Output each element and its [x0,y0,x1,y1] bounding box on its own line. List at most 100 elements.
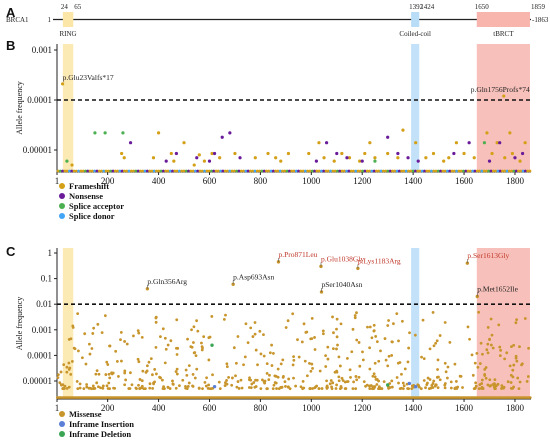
data-point-missense [310,316,314,320]
data-point-missense [136,357,140,361]
baseline-point [205,169,209,173]
data-point-missense [368,346,372,350]
data-point-missense [374,378,378,381]
baseline-point [391,169,394,173]
data-point-frameshift [503,156,507,160]
data-point-missense [236,380,240,383]
data-point-missense [87,386,91,390]
data-point-missense [489,384,492,388]
data-point-nonsense [335,151,339,156]
data-point-missense [448,340,452,344]
data-point-missense [281,358,285,362]
baseline-point [210,169,213,173]
data-point-missense [224,313,227,317]
baseline-point [118,169,122,173]
data-point-frameshift [462,151,466,156]
data-point-missense [71,324,75,328]
data-point-missense [80,356,84,360]
baseline-point [164,169,168,173]
data-point-missense [308,386,312,390]
x-tick-label: 1000 [302,403,321,413]
data-point-missense [525,380,529,383]
data-point-missense [474,381,478,385]
domain-shade [476,44,530,172]
data-point-missense [486,326,490,329]
x-tick-label: 1800 [506,403,525,413]
data-point-missense [161,327,165,331]
baseline-point [173,169,177,173]
baseline-point [304,169,307,173]
data-point-missense [334,387,338,390]
data-point-missense [154,315,158,319]
baseline-point [246,169,250,173]
data-point-missense [486,351,490,355]
data-point-nonsense [396,151,400,156]
baseline-point [253,169,257,173]
data-point-missense [210,315,214,318]
data-point-missense [338,364,342,368]
data-point-missense [434,383,438,387]
baseline-point [111,169,115,173]
legend-marker [59,213,65,219]
data-point-missense [478,362,482,365]
baseline-point [278,169,282,173]
y-tick-label: 1 [48,248,53,258]
data-point-frameshift [510,151,515,156]
data-point-missense [317,387,321,390]
data-point-missense [372,372,376,376]
data-point-missense [268,373,271,377]
data-point-missense [191,384,195,388]
data-point-missense [428,347,432,351]
data-point-missense [443,361,447,365]
data-point-missense [392,322,395,326]
data-point-missense [483,373,487,376]
data-point-missense [90,347,94,350]
data-point-missense [417,384,420,387]
baseline-point [267,169,271,173]
data-point-missense [310,362,314,366]
baseline-point [519,169,523,173]
data-point-missense [273,374,277,378]
data-point-missense [326,357,330,361]
domain-shade [411,44,420,172]
baseline-point [120,169,124,173]
data-point-missense [454,380,458,383]
data-point-missense [349,375,352,379]
data-point-missense [510,345,513,349]
data-point-nonsense [452,151,456,156]
data-point-missense [484,376,488,380]
data-point-missense [195,319,199,323]
data-point-missense [258,329,262,333]
data-point-missense [192,325,196,329]
data-point-splice-acceptor [121,131,125,135]
baseline-point [379,169,383,173]
data-point-missense [175,367,179,371]
data-point-missense [237,387,241,390]
data-point-missense [368,387,372,390]
panel-letter-b: B [6,38,15,53]
baseline-point [432,169,436,173]
data-point-missense [100,331,104,335]
data-point-missense [493,378,497,382]
baseline-point [507,169,511,173]
data-point-frameshift [424,156,428,160]
data-point-frameshift [233,151,237,156]
data-point-missense [308,361,311,365]
data-point-missense [335,370,339,374]
data-point-missense [341,379,345,382]
data-point-missense [267,378,271,382]
data-point-missense [422,357,426,361]
data-point-missense [192,351,196,355]
data-point-missense [424,386,427,390]
data-point-missense [403,367,407,371]
baseline-point [72,169,76,173]
baseline-point [450,169,454,173]
data-point-missense [259,352,263,356]
data-point-missense [512,385,515,389]
data-point-missense [498,345,502,349]
data-point-missense [449,380,453,384]
data-point-missense [302,322,306,326]
data-point-missense [336,343,339,347]
data-point-missense [268,351,272,355]
baseline-point [288,169,291,173]
